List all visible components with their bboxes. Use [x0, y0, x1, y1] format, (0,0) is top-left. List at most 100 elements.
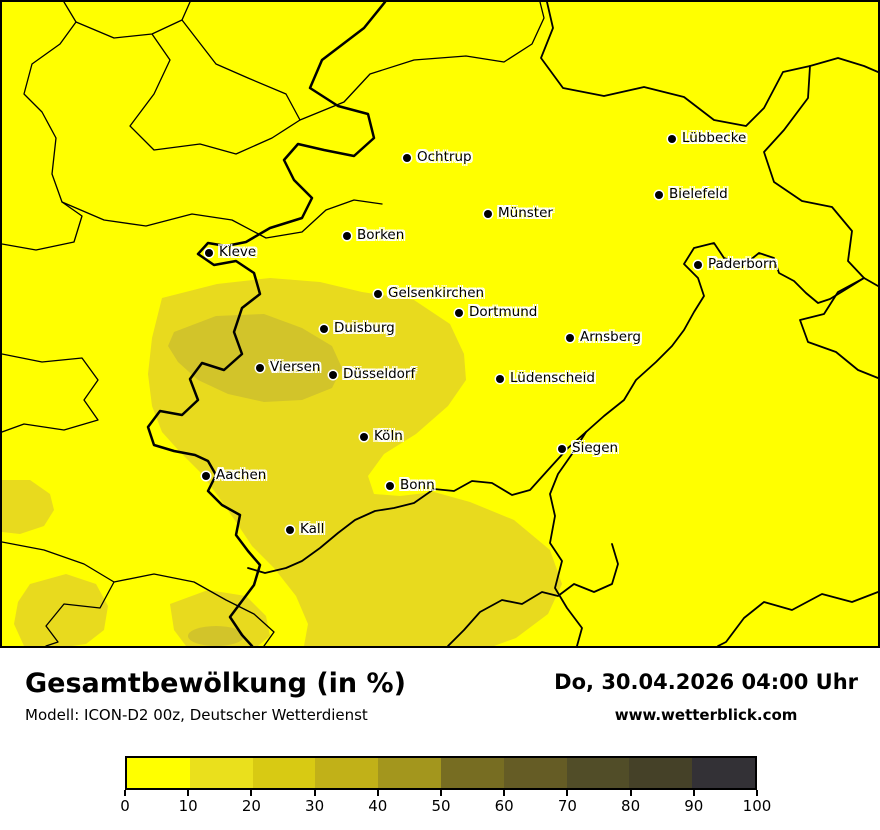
colorbar-tick-label: 70: [557, 797, 577, 815]
border-regional: [299, 2, 545, 121]
city-dot-icon: [360, 433, 368, 441]
city-label: Bonn: [400, 477, 435, 493]
city-label: Lübbecke: [682, 130, 747, 146]
cloud-patch-20-30-south: [188, 626, 244, 646]
map-canvas: [2, 2, 878, 646]
colorbar-tick-label: 30: [305, 797, 325, 815]
city-label: Arnsberg: [580, 329, 641, 345]
border-regional: [113, 573, 275, 646]
border-state-south: [247, 431, 587, 574]
colorbar-segment: [629, 758, 693, 788]
border-state-north: [540, 2, 878, 287]
colorbar-segment: [189, 758, 253, 788]
colorbar-segment: [127, 758, 190, 788]
city-label: Lüdenscheid: [510, 370, 595, 386]
border-regional: [2, 353, 99, 433]
website-label: www.wetterblick.com: [614, 706, 798, 725]
city-label: Kall: [300, 521, 325, 537]
city-dot-icon: [205, 249, 213, 257]
colorbar-tick-label: 100: [742, 797, 772, 815]
colorbar-tick-label: 80: [621, 797, 641, 815]
colorbar-tick-label: 10: [178, 797, 198, 815]
border-regional: [61, 199, 383, 239]
cloud-patch-20-30-viersen: [168, 314, 342, 402]
colorbar: 0 10 20 30 40 50 60 70 80 90 100: [120, 756, 771, 818]
colorbar-tick: [503, 790, 506, 796]
colorbar-tick: [440, 790, 442, 796]
city-dot-icon: [566, 334, 574, 342]
colorbar-segment: [440, 758, 504, 788]
city-label: Bielefeld: [669, 186, 728, 202]
city-dot-icon: [202, 472, 210, 480]
colorbar-tick: [756, 790, 758, 796]
colorbar-segments: [125, 756, 757, 790]
colorbar-tick: [566, 790, 569, 796]
border-state-siegen-east: [585, 242, 865, 433]
weather-map: Ochtrup Lübbecke Bielefeld Münster Borken Kle…: [0, 0, 880, 648]
city-label: Dortmund: [469, 304, 538, 320]
city-label: Ochtrup: [417, 149, 472, 165]
city-dot-icon: [343, 232, 351, 240]
model-subtitle: Modell: ICON-D2 00z, Deutscher Wetterdie…: [25, 706, 368, 725]
city-label: Aachen: [216, 467, 267, 483]
city-dot-icon: [484, 210, 492, 218]
colorbar-tick: [187, 790, 190, 796]
city-label: Gelsenkirchen: [388, 285, 485, 301]
colorbar-segment: [503, 758, 567, 788]
city-dot-icon: [386, 482, 394, 490]
city-label: Köln: [374, 428, 403, 444]
border-state-northeast: [809, 57, 878, 73]
colorbar-segment: [315, 758, 379, 788]
city-label: Paderborn: [708, 256, 777, 272]
city-dot-icon: [668, 135, 676, 143]
colorbar-tick-label: 0: [120, 797, 130, 815]
footer: Gesamtbewölkung (in %) Modell: ICON-D2 0…: [0, 648, 880, 724]
city-dot-icon: [694, 261, 702, 269]
city-dot-icon: [655, 191, 663, 199]
city-dot-icon: [403, 154, 411, 162]
city-dot-icon: [496, 375, 504, 383]
colorbar-tick: [692, 790, 695, 796]
border-national-west: [146, 2, 387, 646]
colorbar-tick-label: 60: [494, 797, 514, 815]
colorbar-tick-label: 50: [431, 797, 451, 815]
colorbar-tick: [250, 790, 253, 796]
colorbar-tick-label: 90: [684, 797, 704, 815]
border-regional: [129, 19, 301, 155]
city-label: Siegen: [572, 440, 619, 456]
page-title: Gesamtbewölkung (in %): [25, 668, 406, 699]
border-regional: [2, 2, 83, 251]
city-dot-icon: [320, 325, 328, 333]
colorbar-ticks: 0 10 20 30 40 50 60 70 80 90 100: [120, 790, 771, 818]
city-label: Münster: [498, 205, 553, 221]
border-bottom-right: [717, 591, 878, 646]
colorbar-tick-label: 20: [241, 797, 261, 815]
colorbar-tick: [313, 790, 316, 796]
city-dot-icon: [256, 364, 264, 372]
border-state-siegen-south: [549, 431, 587, 646]
city-dot-icon: [286, 526, 294, 534]
border-regional: [2, 541, 115, 646]
colorbar-segment: [692, 758, 755, 788]
city-dot-icon: [455, 309, 463, 317]
colorbar-segment: [378, 758, 441, 788]
colorbar-tick: [376, 790, 379, 796]
border-bottom-center: [447, 543, 619, 646]
cloud-patch-10-20-left-edge: [2, 480, 54, 534]
forecast-datetime: Do, 30.04.2026 04:00 Uhr: [554, 669, 858, 694]
city-dot-icon: [329, 371, 337, 379]
colorbar-segment: [566, 758, 630, 788]
city-label: Düsseldorf: [343, 366, 416, 382]
city-label: Duisburg: [334, 320, 395, 336]
colorbar-tick: [124, 790, 126, 796]
city-dot-icon: [374, 290, 382, 298]
cloud-patch-10-20-bottom-left-a: [14, 574, 108, 646]
city-label: Borken: [357, 227, 405, 243]
city-label: Kleve: [219, 244, 257, 260]
city-dot-icon: [558, 445, 566, 453]
colorbar-tick-label: 40: [368, 797, 388, 815]
colorbar-tick: [629, 790, 632, 796]
colorbar-segment: [252, 758, 316, 788]
city-layer: Ochtrup Lübbecke Bielefeld Münster Borken Kle…: [2, 2, 878, 646]
